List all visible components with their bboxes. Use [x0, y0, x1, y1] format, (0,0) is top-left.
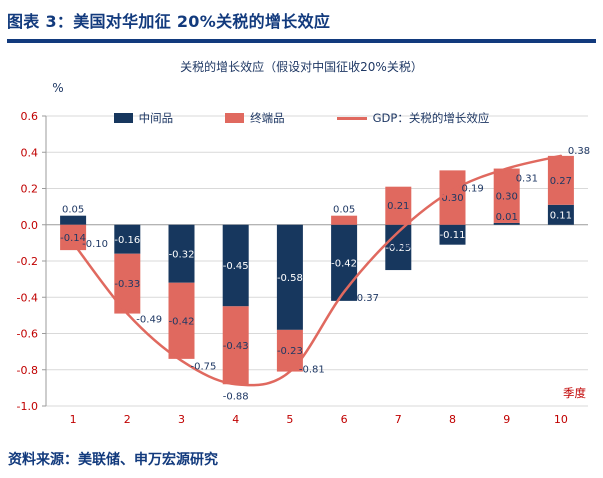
legend-item-final-goods: 终端品 [225, 110, 285, 126]
bar-segment [222, 224, 249, 307]
gdp-value-label: 0.19 [462, 183, 484, 194]
svg-text:0.2: 0.2 [21, 183, 39, 196]
x-axis-tick-labels: 1 2 3 4 5 6 7 8 9 10 [70, 413, 568, 426]
bar-segment [168, 282, 195, 359]
svg-text:2: 2 [124, 413, 131, 426]
bar-value-label: 0.30 [441, 193, 463, 204]
chart-area: 中间品 终端品 GDP：关税的增长效应 0.6 0.4 0.2 0.0 -0.2 -0.4… [0, 76, 603, 436]
legend-label-gdp-line: GDP：关税的增长效应 [372, 111, 490, 125]
gdp-value-label: -0.04 [385, 241, 411, 252]
svg-text:10: 10 [554, 413, 568, 426]
gdp-value-label: -0.75 [191, 362, 217, 373]
bar-segment [331, 215, 358, 225]
bar-segment [276, 329, 303, 372]
bar-segment [547, 155, 574, 205]
svg-text:8: 8 [449, 413, 456, 426]
svg-text:0.4: 0.4 [21, 146, 39, 159]
bar-value-label: -0.42 [169, 316, 195, 327]
bar-value-label: -0.23 [277, 346, 303, 357]
bar-segment [168, 224, 195, 283]
bar-value-label: -0.45 [223, 261, 249, 272]
bar-value-label: 0.21 [387, 201, 409, 212]
legend-label-intermediate-goods: 中间品 [138, 111, 174, 125]
svg-text:-0.4: -0.4 [17, 291, 38, 304]
bar-segment [60, 215, 87, 225]
gdp-value-label: -0.37 [353, 293, 379, 304]
tariff-growth-effect-chart: 0.6 0.4 0.2 0.0 -0.2 -0.4 -0.6 -0.8 -1.0% 0.05 -0.… [17, 81, 591, 426]
svg-text:-0.2: -0.2 [17, 255, 38, 268]
bar-segment [547, 204, 574, 225]
bar-value-label: -0.16 [114, 235, 140, 246]
svg-text:3: 3 [178, 413, 185, 426]
legend-swatch-blue-bar [113, 113, 133, 123]
bar-segment [493, 222, 520, 225]
source-note: 资料来源：美联储、申万宏源研究 [8, 452, 218, 468]
svg-text:-1.0: -1.0 [17, 400, 38, 413]
bar-segment [331, 224, 358, 301]
bar-segment [493, 168, 520, 223]
bar-segment [222, 306, 249, 385]
bar-segment [439, 170, 466, 225]
legend-swatch-red-line [336, 116, 367, 120]
bar-value-label: -0.42 [331, 258, 357, 269]
bar-segment [439, 224, 466, 245]
chart-legend: 中间品 终端品 GDP：关税的增长效应 [0, 110, 603, 126]
figure-title: 图表 3：美国对华加征 20%关税的增长效应 [7, 12, 331, 31]
gdp-value-label: -0.81 [299, 365, 325, 376]
svg-text:季度: 季度 [563, 386, 586, 400]
legend-swatch-red-bar [225, 113, 245, 123]
gdp-line [71, 154, 563, 387]
svg-text:%: % [52, 81, 63, 95]
svg-text:5: 5 [286, 413, 293, 426]
chart-title: 关税的增长效应（假设对中国征收20%关税） [180, 60, 423, 74]
legend-label-final-goods: 终端品 [250, 111, 285, 125]
gdp-value-label: -0.10 [82, 239, 108, 250]
gdp-value-labels: -0.10-0.49-0.75-0.88-0.81-0.37-0.040.190… [82, 146, 590, 402]
y-axis [42, 115, 47, 407]
svg-text:1: 1 [70, 413, 77, 426]
svg-text:9: 9 [503, 413, 510, 426]
bar-value-label: 0.30 [496, 191, 518, 202]
bar-value-label: 0.01 [496, 212, 518, 223]
figure-header: 图表 3：美国对华加征 20%关税的增长效应 [7, 8, 596, 43]
gdp-value-label: -0.88 [223, 391, 249, 402]
svg-text:6: 6 [341, 413, 348, 426]
y-axis-unit-label: % [52, 81, 63, 95]
legend-item-gdp-line: GDP：关税的增长效应 [336, 110, 490, 126]
bar-segment [385, 186, 412, 225]
bar-value-label: -0.25 [385, 243, 411, 254]
gdp-line-path [71, 154, 563, 387]
gdp-value-label: 0.38 [568, 146, 590, 157]
bar-segment [114, 224, 141, 254]
y-axis-tick-labels: 0.6 0.4 0.2 0.0 -0.2 -0.4 -0.6 -0.8 -1.0 [17, 110, 38, 413]
bar-value-label: -0.33 [114, 279, 140, 290]
bar-value-label: 0.11 [550, 210, 572, 221]
legend-item-intermediate-goods: 中间品 [113, 110, 174, 126]
svg-text:-0.6: -0.6 [17, 328, 38, 341]
bar-value-label: 0.05 [333, 205, 355, 216]
bar-value-label: 0.05 [62, 205, 84, 216]
bar-value-label: -0.58 [277, 273, 303, 284]
stacked-bars [60, 155, 574, 385]
svg-text:0.0: 0.0 [21, 219, 39, 232]
gdp-value-label: -0.49 [136, 315, 162, 326]
bar-value-labels: 0.05 -0.14 -0.16 -0.33 -0.32 -0.42 -0.45 -0.43 -… [60, 176, 572, 357]
x-axis-title: 季度 [563, 386, 586, 400]
bar-value-label: -0.11 [440, 230, 466, 241]
svg-text:4: 4 [232, 413, 239, 426]
svg-text:0.6: 0.6 [21, 110, 39, 123]
bar-value-label: -0.14 [60, 233, 86, 244]
svg-text:7: 7 [395, 413, 402, 426]
bar-value-label: -0.32 [169, 249, 195, 260]
bar-segment [276, 224, 303, 330]
bar-segment [60, 224, 87, 251]
bar-value-label: -0.43 [223, 341, 249, 352]
svg-text:-0.8: -0.8 [17, 364, 38, 377]
gdp-value-label: 0.31 [516, 174, 538, 185]
bar-value-label: 0.27 [550, 176, 572, 187]
